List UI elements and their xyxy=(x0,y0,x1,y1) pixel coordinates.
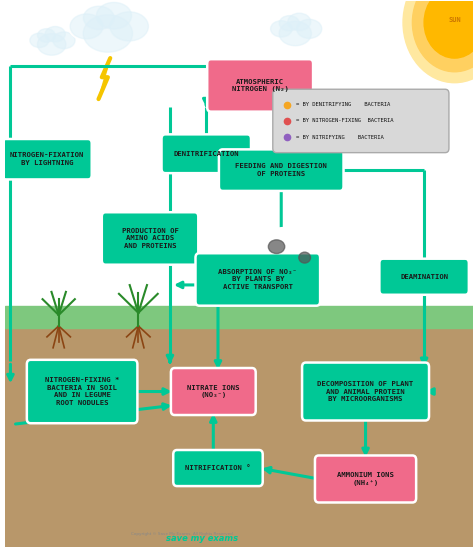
Polygon shape xyxy=(99,58,110,99)
FancyBboxPatch shape xyxy=(162,134,251,173)
Circle shape xyxy=(412,0,474,72)
Text: = BY DENITRIFYING    BACTERIA: = BY DENITRIFYING BACTERIA xyxy=(296,102,391,107)
Text: = BY NITROGEN-FIXING  BACTERIA: = BY NITROGEN-FIXING BACTERIA xyxy=(296,118,394,123)
Ellipse shape xyxy=(36,28,56,43)
Ellipse shape xyxy=(44,26,66,43)
FancyBboxPatch shape xyxy=(2,139,92,179)
Text: PRODUCTION OF
AMINO ACIDS
AND PROTEINS: PRODUCTION OF AMINO ACIDS AND PROTEINS xyxy=(122,228,179,249)
Ellipse shape xyxy=(299,252,310,263)
Text: NITRIFICATION °: NITRIFICATION ° xyxy=(185,465,251,471)
FancyBboxPatch shape xyxy=(27,360,137,423)
Circle shape xyxy=(403,0,474,83)
Text: DECOMPOSITION OF PLANT
AND ANIMAL PROTEIN
BY MICROORGANISMS: DECOMPOSITION OF PLANT AND ANIMAL PROTEI… xyxy=(318,381,414,402)
FancyBboxPatch shape xyxy=(219,150,344,191)
Text: DENITRIFICATION: DENITRIFICATION xyxy=(173,151,239,157)
Ellipse shape xyxy=(94,1,134,31)
Text: save my exams: save my exams xyxy=(165,534,237,543)
Ellipse shape xyxy=(110,12,148,41)
Text: = BY NITRIFYING    BACTERIA: = BY NITRIFYING BACTERIA xyxy=(296,135,384,140)
Ellipse shape xyxy=(246,227,326,277)
Ellipse shape xyxy=(45,26,65,42)
Bar xyxy=(5,1,474,318)
Ellipse shape xyxy=(286,12,312,32)
FancyBboxPatch shape xyxy=(173,450,263,486)
Ellipse shape xyxy=(68,13,105,40)
Text: NITROGEN-FIXING *
BACTERIA IN SOIL
AND IN LEGUME
ROOT NODULES: NITROGEN-FIXING * BACTERIA IN SOIL AND I… xyxy=(45,377,119,406)
Ellipse shape xyxy=(30,33,49,48)
Ellipse shape xyxy=(271,21,292,37)
Ellipse shape xyxy=(82,5,116,31)
Bar xyxy=(5,318,474,547)
Text: AMMONIUM IONS
(NH₄⁺): AMMONIUM IONS (NH₄⁺) xyxy=(337,472,394,486)
Ellipse shape xyxy=(37,28,55,42)
Ellipse shape xyxy=(268,240,285,254)
FancyBboxPatch shape xyxy=(315,455,416,503)
Text: DEAMINATION: DEAMINATION xyxy=(400,274,448,279)
Ellipse shape xyxy=(230,232,258,262)
Ellipse shape xyxy=(279,16,300,31)
Ellipse shape xyxy=(288,13,311,31)
Text: Copyright © Save My Exams. All Rights Reserved.: Copyright © Save My Exams. All Rights Re… xyxy=(131,532,234,535)
Ellipse shape xyxy=(277,20,313,47)
Ellipse shape xyxy=(279,21,311,45)
Ellipse shape xyxy=(29,32,50,48)
Ellipse shape xyxy=(297,19,322,38)
Ellipse shape xyxy=(269,20,293,38)
Text: SUN: SUN xyxy=(448,17,461,23)
FancyBboxPatch shape xyxy=(273,89,449,153)
Text: NITRATE IONS
(NO₃⁻): NITRATE IONS (NO₃⁻) xyxy=(187,385,239,398)
Circle shape xyxy=(424,0,474,58)
Ellipse shape xyxy=(295,18,323,39)
Ellipse shape xyxy=(83,15,133,52)
Ellipse shape xyxy=(53,32,75,49)
Text: ATMOSPHERIC
NITROGEN (N₂): ATMOSPHERIC NITROGEN (N₂) xyxy=(232,79,289,92)
Bar xyxy=(5,306,474,328)
Ellipse shape xyxy=(36,32,67,56)
FancyBboxPatch shape xyxy=(302,363,429,420)
FancyBboxPatch shape xyxy=(207,59,313,112)
Ellipse shape xyxy=(278,15,301,32)
Ellipse shape xyxy=(70,14,103,39)
Ellipse shape xyxy=(108,10,151,43)
Text: ABSORPTION OF NO₃⁻
BY PLANTS BY
ACTIVE TRANSPORT: ABSORPTION OF NO₃⁻ BY PLANTS BY ACTIVE T… xyxy=(219,269,297,290)
Ellipse shape xyxy=(81,13,135,54)
Text: FEEDING AND DIGESTION
OF PROTEINS: FEEDING AND DIGESTION OF PROTEINS xyxy=(235,163,327,177)
FancyBboxPatch shape xyxy=(102,212,198,265)
FancyBboxPatch shape xyxy=(195,253,320,306)
Ellipse shape xyxy=(96,2,131,29)
Text: NITROGEN-FIXATION
BY LIGHTNING: NITROGEN-FIXATION BY LIGHTNING xyxy=(10,152,84,166)
Ellipse shape xyxy=(52,31,76,50)
FancyBboxPatch shape xyxy=(171,368,255,415)
Ellipse shape xyxy=(83,6,114,30)
Ellipse shape xyxy=(37,33,66,55)
FancyBboxPatch shape xyxy=(379,259,469,295)
